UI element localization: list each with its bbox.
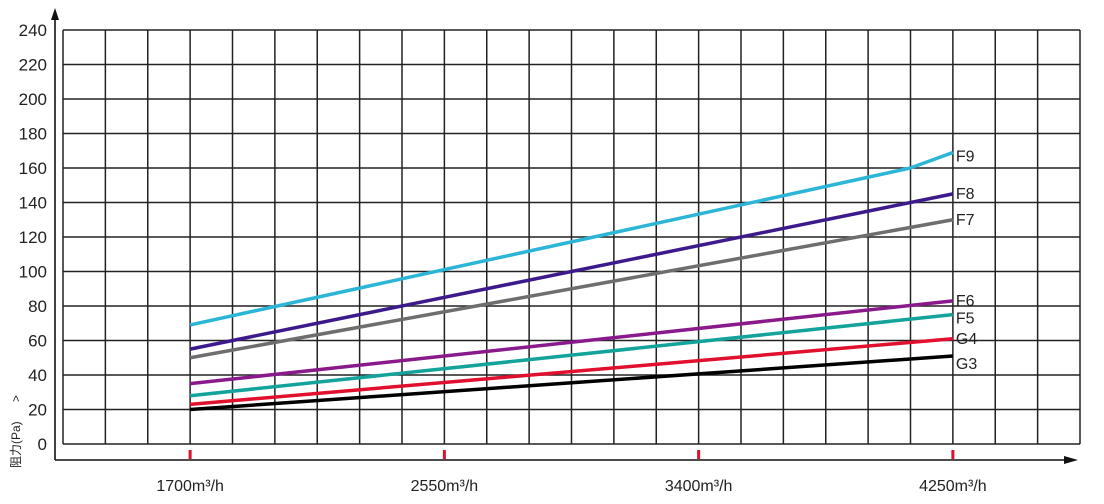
y-tick-label: 80 [28, 297, 47, 316]
x-tick-label: 2550m³/h [411, 478, 479, 495]
y-tick-label: 60 [28, 332, 47, 351]
series-label-f9: F9 [956, 148, 975, 165]
x-tick-label: 3400m³/h [665, 478, 733, 495]
series-line-f6 [189, 299, 954, 386]
y-tick-label: 160 [19, 159, 47, 178]
y-tick-label: 0 [38, 435, 47, 454]
axes [51, 8, 1078, 464]
y-axis-arrow-icon [51, 8, 59, 20]
series-line-g4 [189, 337, 954, 407]
x-axis-arrow-icon [1064, 456, 1078, 464]
series-line-f8 [189, 192, 954, 351]
series-line-f5 [189, 312, 954, 398]
series-line-f7 [189, 218, 954, 360]
y-axis-label-arrow: > [9, 395, 23, 402]
y-tick-label: 200 [19, 90, 47, 109]
series-label-f5: F5 [956, 311, 975, 328]
y-tick-label: 180 [19, 125, 47, 144]
x-tick-label: 1700m³/h [156, 478, 224, 495]
series-label-f8: F8 [956, 186, 975, 203]
y-tick-label: 40 [28, 366, 47, 385]
y-tick-label: 220 [19, 56, 47, 75]
y-tick-label: 100 [19, 263, 47, 282]
y-tick-label: 20 [28, 401, 47, 420]
y-tick-label: 120 [19, 228, 47, 247]
y-axis-label: 阻力(Pa) [9, 421, 23, 468]
series-line-f9 [189, 150, 954, 327]
series-label-f7: F7 [956, 212, 975, 229]
series-label-g3: G3 [956, 356, 977, 373]
y-tick-label: 240 [19, 21, 47, 40]
y-tick-label: 140 [19, 194, 47, 213]
series-line-g3 [190, 354, 953, 412]
x-tick-label: 4250m³/h [919, 478, 987, 495]
series-label-f6: F6 [956, 293, 975, 310]
series-label-g4: G4 [956, 331, 977, 348]
